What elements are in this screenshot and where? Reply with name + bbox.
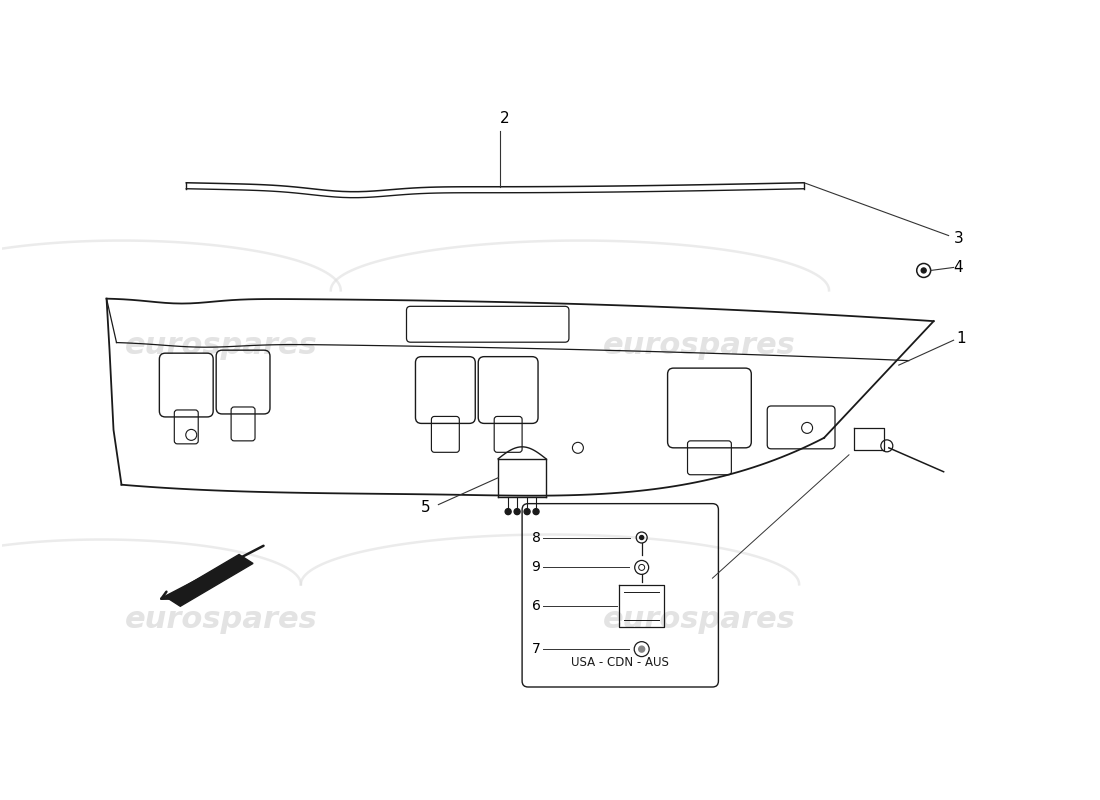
Text: 9: 9	[531, 561, 540, 574]
Text: eurospares: eurospares	[124, 605, 318, 634]
Text: 7: 7	[531, 642, 540, 656]
Text: 3: 3	[954, 231, 964, 246]
Text: eurospares: eurospares	[603, 330, 796, 360]
Polygon shape	[166, 554, 253, 606]
Circle shape	[514, 509, 520, 514]
Text: eurospares: eurospares	[603, 605, 796, 634]
Text: 1: 1	[957, 330, 966, 346]
Text: 5: 5	[421, 500, 430, 515]
Text: 2: 2	[500, 111, 510, 126]
Circle shape	[640, 535, 643, 539]
Circle shape	[639, 646, 645, 652]
Text: 4: 4	[954, 260, 964, 275]
Circle shape	[534, 509, 539, 514]
Circle shape	[505, 509, 512, 514]
Circle shape	[524, 509, 530, 514]
Text: 8: 8	[531, 530, 540, 545]
Circle shape	[921, 268, 926, 273]
Text: USA - CDN - AUS: USA - CDN - AUS	[571, 656, 669, 669]
Text: 6: 6	[531, 599, 540, 614]
Text: eurospares: eurospares	[124, 330, 318, 360]
